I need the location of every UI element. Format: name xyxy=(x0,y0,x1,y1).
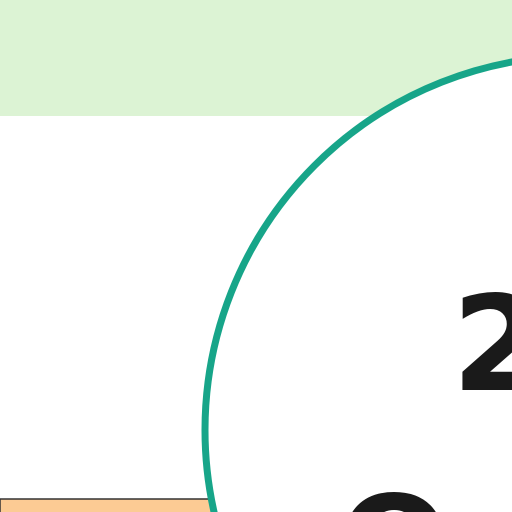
date-circle xyxy=(201,58,512,512)
day-text: 2 xyxy=(452,268,512,422)
orange-bar xyxy=(0,498,221,512)
month-text: Oc xyxy=(338,468,512,512)
